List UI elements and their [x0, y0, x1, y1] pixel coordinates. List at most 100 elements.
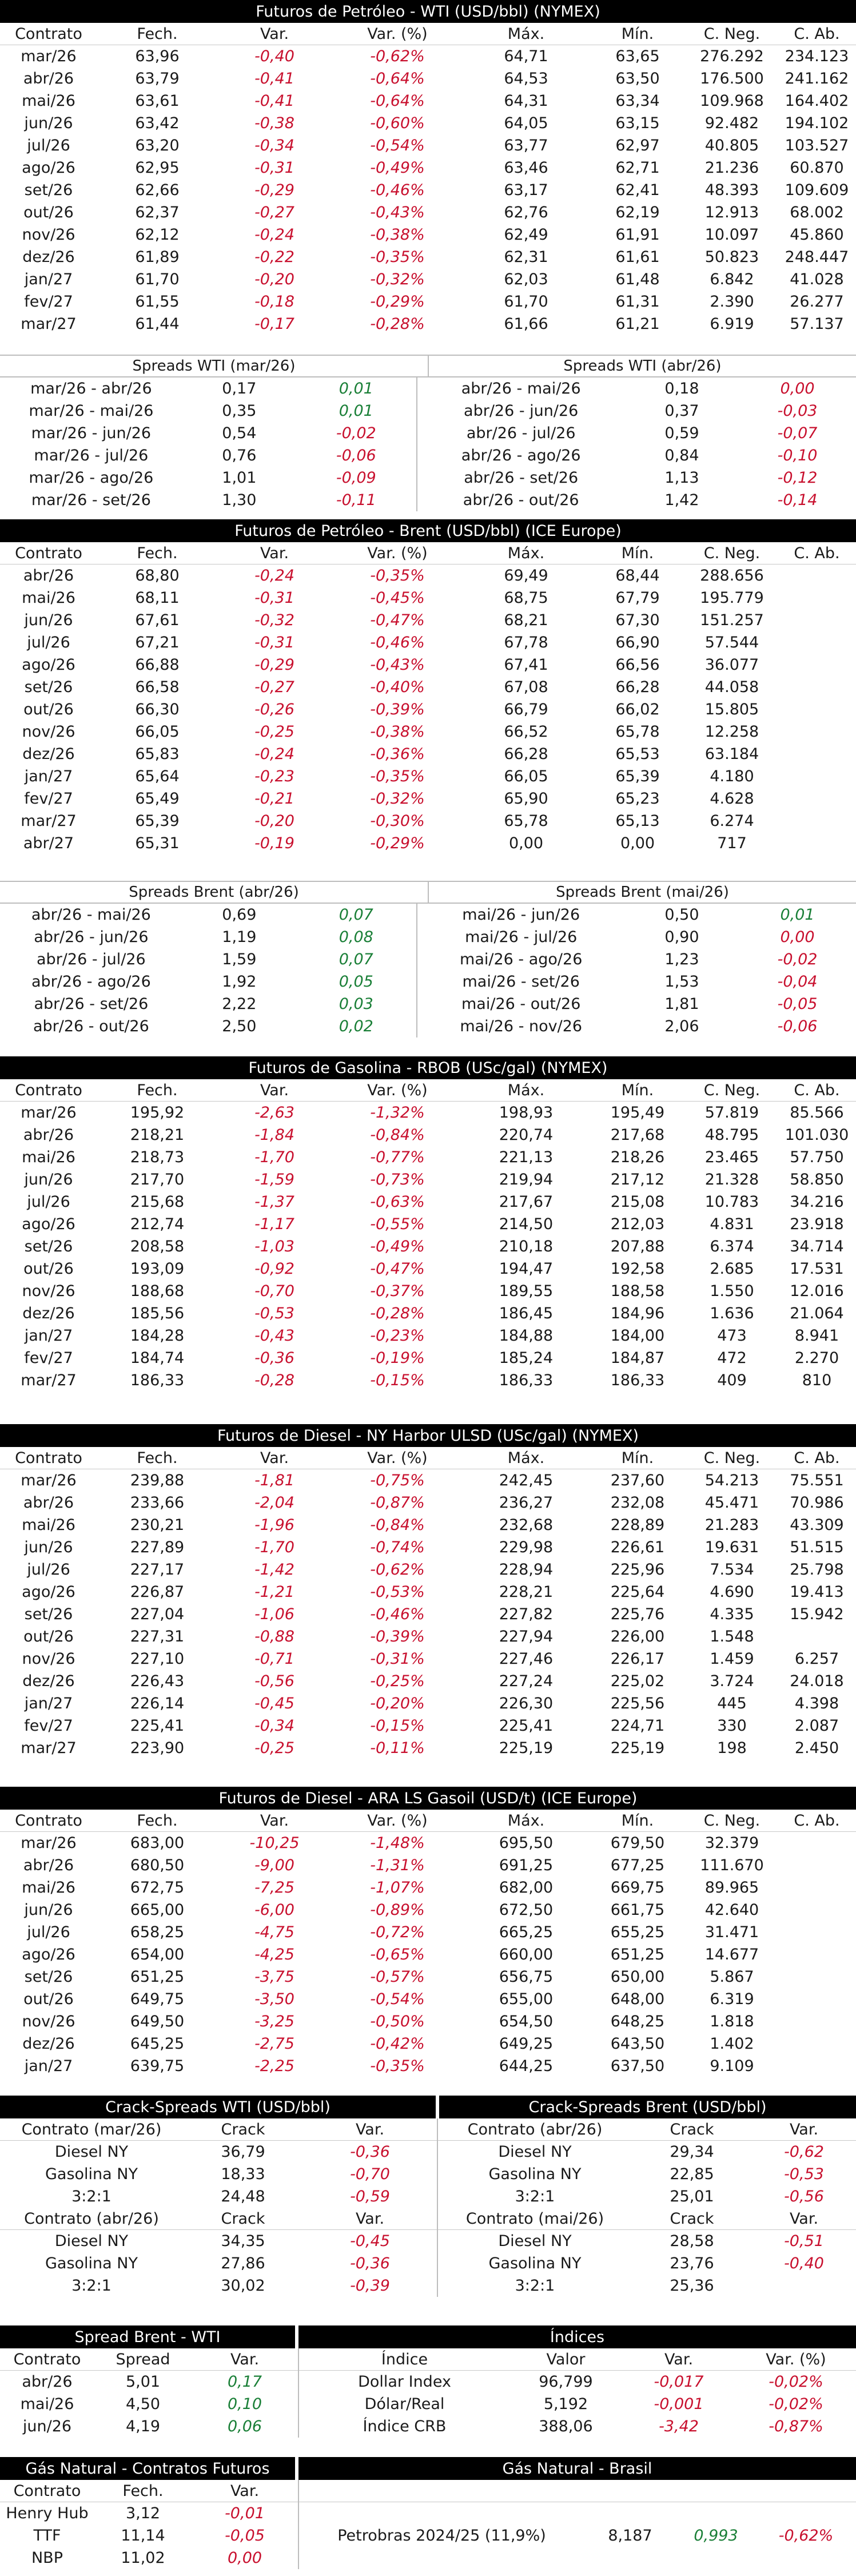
- table-cell: -0,55%: [370, 1215, 425, 1233]
- column-header: Var.: [192, 2348, 298, 2371]
- table-cell: 388,06: [539, 2418, 593, 2435]
- table-cell: abr/26 - ago/26: [416, 444, 625, 467]
- table-cell: fev/27: [24, 1349, 73, 1367]
- table-cell: jun/26: [24, 1901, 73, 1919]
- table-cell: 0,00: [227, 2549, 262, 2567]
- column-header: Var.: [217, 1447, 332, 1469]
- table-cell: 66,88: [135, 656, 180, 674]
- table-cell: 14.677: [704, 1946, 759, 1963]
- table-cell: 227,10: [130, 1650, 185, 1668]
- table-cell: 1.548: [710, 1628, 754, 1645]
- table-cell: 717: [717, 834, 747, 852]
- table-cell: 0,18: [664, 380, 699, 397]
- table-cell: 62,37: [135, 204, 180, 221]
- table-cell: -1,42: [254, 1561, 294, 1579]
- table-cell: -0,05: [225, 2527, 265, 2545]
- table-cell: jul/26: [27, 1923, 70, 1941]
- table-row: jul/26 658,25 -4,75 -0,72% 665,25 655,25 31.47…: [0, 1921, 856, 1943]
- table-cell: [778, 1988, 856, 2010]
- table-row: set/26 651,25 -3,75 -0,57% 656,75 650,00 5.867: [0, 1966, 856, 1988]
- gas-header: Gás Natural - Contratos Futuros Gás Natur…: [0, 2457, 856, 2480]
- table-cell: 48.795: [704, 1126, 759, 1144]
- table-cell: 62,49: [504, 226, 548, 244]
- table-row: mar/27 223,90 -0,25 -0,11% 225,19 225,19 198 2.…: [0, 1737, 856, 1759]
- table-cell: 682,00: [499, 1879, 554, 1897]
- table-row: jul/26 67,21 -0,31 -0,46% 67,78 66,90 57.544: [0, 631, 856, 654]
- table-cell: 195.779: [700, 589, 764, 607]
- table-cell: 239,88: [130, 1472, 185, 1489]
- table-cell: 63,15: [615, 114, 660, 132]
- table-cell: 0,01: [339, 402, 373, 420]
- table-cell: 0,76: [222, 447, 257, 464]
- brent_spreads-header: Spreads Brent (abr/26) Spreads Brent (mai…: [0, 881, 856, 904]
- header-gap: [295, 2457, 298, 2480]
- table-cell: 36,79: [221, 2143, 265, 2161]
- table-cell: [778, 565, 856, 587]
- header-gap: [295, 2325, 298, 2348]
- table-cell: 68,11: [135, 589, 180, 607]
- table-cell: 64,31: [504, 92, 548, 110]
- table-cell: -0,39: [350, 2277, 390, 2295]
- table-row: mar/26 - jun/26 0,54 -0,02 abr/26 - jul/26 0…: [0, 422, 856, 444]
- table-cell: 66,28: [504, 745, 548, 763]
- table-cell: -0,41: [254, 92, 294, 110]
- table-cell: 0,17: [222, 380, 257, 397]
- empty-cell: [756, 2480, 856, 2502]
- table-cell: out/26: [23, 1260, 74, 1278]
- table-cell: 210,18: [499, 1238, 554, 1255]
- table-cell: abr/26 - jun/26: [34, 928, 149, 946]
- table-cell: 1.550: [710, 1282, 754, 1300]
- table-cell: 63,34: [615, 92, 660, 110]
- table-cell: -0,11%: [370, 1739, 425, 1757]
- table-header-row: Contrato Fech. Var. Var. (%) Máx. Mín. C. Neg.…: [0, 1447, 856, 1469]
- table-cell: 3:2:1: [71, 2188, 112, 2205]
- empty-cell: [756, 2547, 856, 2569]
- column-header: Mín.: [589, 1079, 686, 1102]
- table-cell: -6,00: [254, 1901, 294, 1919]
- column-header: Var.: [303, 2208, 437, 2230]
- empty-cell: [298, 2480, 584, 2502]
- table-row: mar/26 - set/26 1,30 -0,11 abr/26 - out/26 1…: [0, 489, 856, 511]
- gas-brasil-title: Gás Natural - Brasil: [298, 2457, 856, 2480]
- table-cell: -1,70: [254, 1539, 294, 1556]
- table-cell: 0,993: [694, 2527, 738, 2545]
- table-cell: -0,37%: [370, 1282, 425, 1300]
- table-cell: 0,02: [339, 1017, 373, 1035]
- table-row: nov/26 66,05 -0,25 -0,38% 66,52 65,78 12.258: [0, 721, 856, 743]
- table-cell: -0,24: [254, 226, 294, 244]
- table-cell: 40.805: [704, 137, 759, 154]
- table-cell: 57.544: [704, 634, 759, 651]
- table-cell: 21.328: [704, 1171, 759, 1188]
- table-cell: -1,06: [254, 1605, 294, 1623]
- table-cell: 63,46: [504, 159, 548, 177]
- table-cell: dez/26: [22, 745, 75, 763]
- table-cell: 23.465: [704, 1148, 759, 1166]
- table-cell: 68.002: [790, 204, 844, 221]
- column-header: Fech.: [97, 1447, 217, 1469]
- empty-cell: [756, 2502, 856, 2525]
- table-cell: 3:2:1: [437, 2185, 632, 2208]
- table-row: mai/26 218,73 -1,70 -0,77% 221,13 218,26 23.46…: [0, 1146, 856, 1168]
- table-row: abr/26 68,80 -0,24 -0,35% 69,49 68,44 288.656: [0, 565, 856, 587]
- table-cell: -0,74%: [370, 1539, 425, 1556]
- table-cell: 0,54: [222, 424, 257, 442]
- gasoil-title: Futuros de Diesel - ARA LS Gasoil (USD/t…: [0, 1787, 856, 1810]
- table-cell: -0,19%: [370, 1349, 425, 1367]
- table-cell: 227,31: [130, 1628, 185, 1645]
- table-cell: -0,06: [777, 1017, 818, 1035]
- table-cell: 188,58: [610, 1282, 665, 1300]
- table-cell: jan/27: [24, 768, 73, 785]
- table-row: abr/26 - set/26 2,22 0,03 mai/26 - out/26 1,…: [0, 993, 856, 1015]
- table-cell: -0,49%: [370, 1238, 425, 1255]
- table-header-row: Contrato Spread Var. Índice Valor Var. Var. (%…: [0, 2348, 856, 2371]
- table-cell: 185,56: [130, 1305, 185, 1322]
- table-cell: fev/27: [24, 1717, 73, 1735]
- column-header: Contrato: [0, 542, 97, 565]
- table-cell: [778, 2033, 856, 2055]
- table-cell: 66,90: [615, 634, 660, 651]
- table-cell: 225,19: [610, 1739, 665, 1757]
- table-cell: 62,41: [615, 181, 660, 199]
- table-cell: 63,17: [504, 181, 548, 199]
- table-cell: 10.097: [704, 226, 759, 244]
- table-row: TTF 11,14 -0,05 Petrobras 2024/25 (11,9%) 8,…: [0, 2525, 856, 2547]
